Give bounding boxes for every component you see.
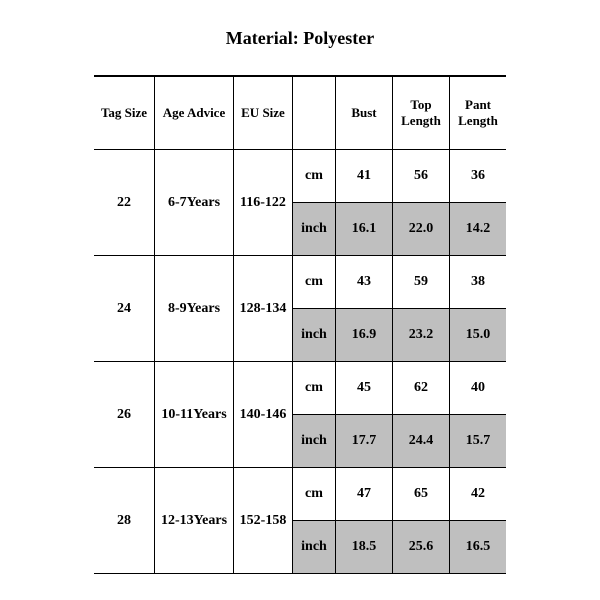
cell-top: 62 — [393, 362, 450, 415]
cell-bust: 47 — [336, 468, 393, 521]
cell-pant: 16.5 — [450, 521, 507, 574]
cell-bust: 45 — [336, 362, 393, 415]
col-top-l1: Top — [410, 97, 431, 112]
cell-unit: inch — [293, 415, 336, 468]
col-tag: Tag Size — [94, 76, 155, 150]
cell-bust: 43 — [336, 256, 393, 309]
cell-bust: 41 — [336, 150, 393, 203]
cell-unit: inch — [293, 309, 336, 362]
cell-pant: 36 — [450, 150, 507, 203]
cell-pant: 15.7 — [450, 415, 507, 468]
cell-unit: cm — [293, 150, 336, 203]
cell-eu: 116-122 — [234, 150, 293, 256]
cell-top: 22.0 — [393, 203, 450, 256]
cell-eu: 152-158 — [234, 468, 293, 574]
col-top-l2: Length — [401, 113, 441, 128]
cell-age: 6-7Years — [155, 150, 234, 256]
cell-tag: 26 — [94, 362, 155, 468]
cell-pant: 38 — [450, 256, 507, 309]
cell-top: 23.2 — [393, 309, 450, 362]
cell-eu: 128-134 — [234, 256, 293, 362]
cell-top: 59 — [393, 256, 450, 309]
cell-unit: inch — [293, 203, 336, 256]
col-top: TopLength — [393, 76, 450, 150]
cell-tag: 22 — [94, 150, 155, 256]
table-row: 26 10-11Years 140-146 cm 45 62 40 — [94, 362, 506, 415]
table-row: 24 8-9Years 128-134 cm 43 59 38 — [94, 256, 506, 309]
col-age: Age Advice — [155, 76, 234, 150]
col-pant-l1: Pant — [465, 97, 491, 112]
cell-top: 24.4 — [393, 415, 450, 468]
cell-top: 25.6 — [393, 521, 450, 574]
cell-pant: 40 — [450, 362, 507, 415]
cell-pant: 15.0 — [450, 309, 507, 362]
cell-bust: 16.9 — [336, 309, 393, 362]
page-title: Material: Polyester — [0, 28, 600, 49]
cell-tag: 28 — [94, 468, 155, 574]
col-eu: EU Size — [234, 76, 293, 150]
col-unit — [293, 76, 336, 150]
cell-unit: inch — [293, 521, 336, 574]
cell-top: 65 — [393, 468, 450, 521]
table-row: 28 12-13Years 152-158 cm 47 65 42 — [94, 468, 506, 521]
col-pant-l2: Length — [458, 113, 498, 128]
cell-tag: 24 — [94, 256, 155, 362]
cell-bust: 17.7 — [336, 415, 393, 468]
page: Material: Polyester Tag Size Age Advice … — [0, 0, 600, 600]
cell-age: 12-13Years — [155, 468, 234, 574]
cell-bust: 18.5 — [336, 521, 393, 574]
table-header-row: Tag Size Age Advice EU Size Bust TopLeng… — [94, 76, 506, 150]
cell-age: 10-11Years — [155, 362, 234, 468]
cell-bust: 16.1 — [336, 203, 393, 256]
size-table: Tag Size Age Advice EU Size Bust TopLeng… — [94, 75, 506, 574]
cell-top: 56 — [393, 150, 450, 203]
cell-pant: 14.2 — [450, 203, 507, 256]
cell-unit: cm — [293, 362, 336, 415]
table-row: 22 6-7Years 116-122 cm 41 56 36 — [94, 150, 506, 203]
col-pant: PantLength — [450, 76, 507, 150]
cell-unit: cm — [293, 256, 336, 309]
cell-unit: cm — [293, 468, 336, 521]
cell-age: 8-9Years — [155, 256, 234, 362]
cell-eu: 140-146 — [234, 362, 293, 468]
cell-pant: 42 — [450, 468, 507, 521]
col-bust: Bust — [336, 76, 393, 150]
